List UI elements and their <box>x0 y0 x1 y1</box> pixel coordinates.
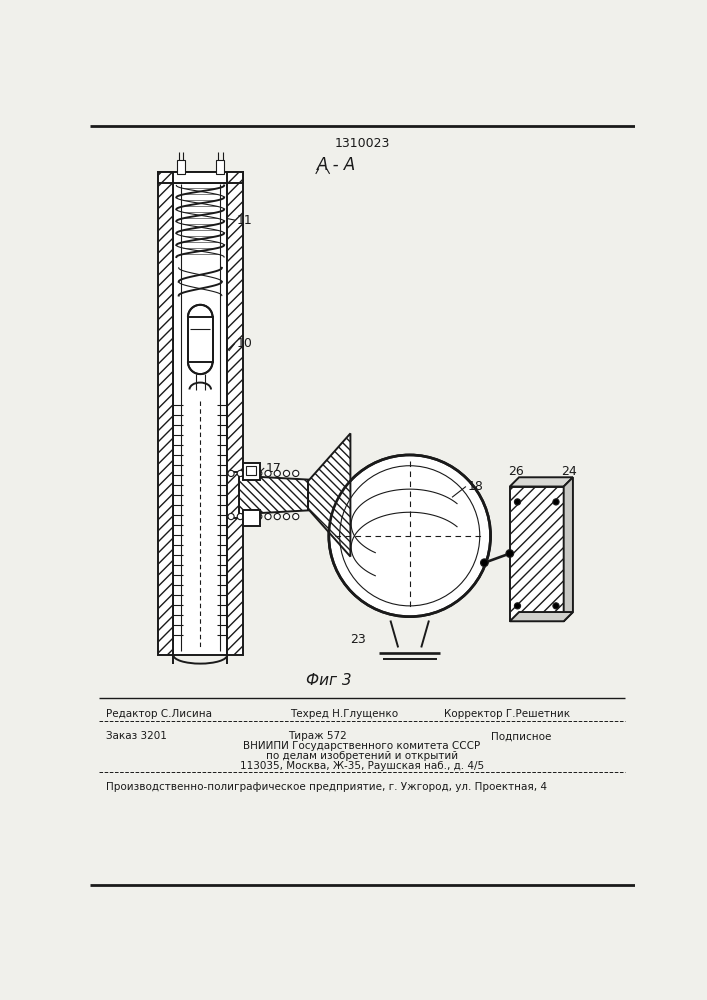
Bar <box>243 510 259 526</box>
Text: Производственно-полиграфическое предприятие, г. Ужгород, ул. Проектная, 4: Производственно-полиграфическое предприя… <box>105 782 547 792</box>
Bar <box>173 172 227 655</box>
Text: 24: 24 <box>561 465 577 478</box>
Circle shape <box>228 470 234 477</box>
Circle shape <box>265 470 271 477</box>
Bar <box>227 472 239 518</box>
Circle shape <box>515 603 520 609</box>
Circle shape <box>274 513 281 520</box>
Text: 26: 26 <box>508 465 524 478</box>
Circle shape <box>284 513 290 520</box>
Text: Техред Н.Глущенко: Техред Н.Глущенко <box>291 709 399 719</box>
Circle shape <box>329 455 491 617</box>
Circle shape <box>481 559 489 567</box>
Text: по делам изобретений и открытий: по делам изобретений и открытий <box>266 751 458 761</box>
Circle shape <box>293 470 299 477</box>
Polygon shape <box>308 433 351 557</box>
Text: Заказ 3201: Заказ 3201 <box>105 731 166 741</box>
Bar <box>243 463 259 480</box>
Text: 11: 11 <box>236 214 252 227</box>
Text: А - А: А - А <box>317 156 356 174</box>
Circle shape <box>238 470 243 477</box>
Polygon shape <box>510 477 573 487</box>
Text: Фиг 3: Фиг 3 <box>306 673 351 688</box>
Bar <box>247 466 256 475</box>
Circle shape <box>238 513 243 520</box>
Polygon shape <box>510 612 573 621</box>
Circle shape <box>284 470 290 477</box>
Text: 113035, Москва, Ж-35, Раушская наб., д. 4/5: 113035, Москва, Ж-35, Раушская наб., д. … <box>240 761 484 771</box>
Bar <box>227 172 243 655</box>
Bar <box>173 172 227 183</box>
Circle shape <box>247 513 252 520</box>
Text: 17: 17 <box>266 462 281 475</box>
Circle shape <box>247 470 252 477</box>
Text: 23: 23 <box>351 633 366 646</box>
Bar <box>216 160 224 174</box>
Circle shape <box>293 513 299 520</box>
Text: 10: 10 <box>236 337 252 350</box>
Text: Корректор Г.Решетник: Корректор Г.Решетник <box>444 709 571 719</box>
Circle shape <box>553 499 559 505</box>
Circle shape <box>228 513 234 520</box>
Circle shape <box>515 499 520 505</box>
Text: Подписное: Подписное <box>491 731 551 741</box>
Bar <box>158 172 173 655</box>
Polygon shape <box>563 477 573 621</box>
Polygon shape <box>239 476 308 514</box>
Circle shape <box>506 550 514 557</box>
Circle shape <box>553 603 559 609</box>
Text: Редактор С.Лисина: Редактор С.Лисина <box>105 709 211 719</box>
Text: 1310023: 1310023 <box>334 137 390 150</box>
Circle shape <box>274 470 281 477</box>
Circle shape <box>256 513 262 520</box>
Bar <box>177 160 185 174</box>
Circle shape <box>265 513 271 520</box>
Text: ВНИИПИ Государственного комитета СССР: ВНИИПИ Государственного комитета СССР <box>243 741 481 751</box>
Circle shape <box>256 470 262 477</box>
Text: 18: 18 <box>467 480 484 493</box>
Bar <box>188 317 213 362</box>
Text: Тираж 572: Тираж 572 <box>288 731 346 741</box>
Polygon shape <box>510 487 563 621</box>
Bar <box>158 172 243 183</box>
